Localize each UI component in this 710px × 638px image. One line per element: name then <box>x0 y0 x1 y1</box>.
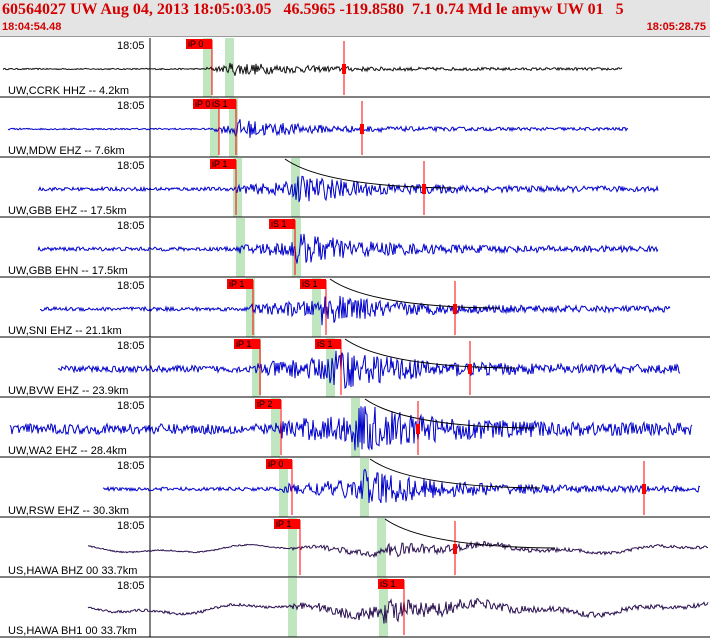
phase-pick-label: iP 2 <box>257 399 272 409</box>
trace-panel[interactable]: 18:05 iP 1 iS 1 UW,BVW EHZ -- 23.9km <box>0 338 710 398</box>
phase-pick-flag[interactable] <box>210 99 236 109</box>
station-label: US,HAWA BH1 00 33.7km <box>8 625 137 637</box>
trace-panel[interactable]: 18:05 iS 1 UW,GBB EHN -- 17.5km <box>0 218 710 278</box>
waveform-trace <box>7 119 629 139</box>
phase-pick-flag[interactable] <box>210 159 236 169</box>
phase-pick-flag[interactable] <box>378 579 404 589</box>
pick-window-band <box>233 158 242 217</box>
coda-end-marker-head <box>453 304 457 314</box>
time-tick-label: 18:05 <box>117 460 145 472</box>
phase-pick-flag[interactable] <box>274 519 300 529</box>
coda-decay-curve <box>329 278 501 309</box>
window-end-time: 18:05:28.75 <box>646 21 706 33</box>
waveform-trace <box>37 233 659 264</box>
station-label: UW,GBB EHZ -- 17.5km <box>8 205 127 217</box>
station-label: UW,BVW EHZ -- 23.9km <box>8 385 128 397</box>
pick-window-band <box>210 98 219 157</box>
coda-decay-curve <box>284 158 456 189</box>
event-header: 60564027 UW Aug 04, 2013 18:05:03.05 46.… <box>0 0 710 37</box>
pick-window-band <box>360 458 369 517</box>
coda-end-marker-head <box>468 364 472 374</box>
pick-window-band <box>279 458 288 517</box>
coda-decay-curve <box>369 458 541 489</box>
waveform-trace <box>87 540 708 558</box>
waveform-trace <box>2 62 623 76</box>
coda-end-marker-head <box>422 184 426 194</box>
station-label: UW,GBB EHN -- 17.5km <box>8 265 128 277</box>
pick-window-band <box>377 518 386 577</box>
waveform-trace <box>87 597 709 624</box>
coda-end-marker-head <box>342 64 346 74</box>
trace-panel[interactable]: 18:05 iP 0 UW,RSW EHZ -- 30.3km <box>0 458 710 518</box>
time-tick-label: 18:05 <box>117 580 145 592</box>
station-label: UW,CCRK HHZ -- 4.2km <box>8 85 129 97</box>
time-tick-label: 18:05 <box>117 400 145 412</box>
phase-pick-label: iS 1 <box>380 579 396 589</box>
phase-pick-flag[interactable] <box>234 339 260 349</box>
time-tick-label: 18:05 <box>117 40 145 52</box>
station-label: UW,MDW EHZ -- 7.6km <box>8 145 125 157</box>
phase-pick-flag[interactable] <box>300 279 326 289</box>
trace-panel[interactable]: 18:05 iP 0 iS 1 UW,MDW EHZ -- 7.6km <box>0 98 710 158</box>
phase-pick-flag[interactable] <box>269 219 295 229</box>
phase-pick-label: iP 1 <box>229 279 244 289</box>
phase-pick-label: iS 1 <box>302 279 318 289</box>
station-label: US,HAWA BHZ 00 33.7km <box>8 565 137 577</box>
coda-end-marker-head <box>416 424 420 434</box>
waveform-trace <box>39 295 671 326</box>
phase-pick-label: iP 0 <box>195 99 210 109</box>
phase-pick-flag[interactable] <box>193 99 219 109</box>
trace-panel[interactable]: 18:05 iP 1 US,HAWA BHZ 00 33.7km <box>0 518 710 578</box>
time-tick-label: 18:05 <box>117 280 145 292</box>
trace-panel[interactable]: 18:05 iP 1 UW,GBB EHZ -- 17.5km <box>0 158 710 218</box>
trace-panel[interactable]: 18:05 iP 1 iS 1 UW,SNI EHZ -- 21.1km <box>0 278 710 338</box>
phase-pick-label: iS 1 <box>271 219 287 229</box>
time-tick-label: 18:05 <box>117 520 145 532</box>
phase-pick-flag[interactable] <box>186 39 212 49</box>
station-label: UW,WA2 EHZ -- 28.4km <box>8 445 127 457</box>
pick-window-band <box>246 278 255 337</box>
phase-pick-label: iP 1 <box>212 159 227 169</box>
waveform-trace <box>37 175 659 202</box>
phase-pick-flag[interactable] <box>255 399 281 409</box>
time-tick-label: 18:05 <box>117 340 145 352</box>
pick-window-band <box>292 218 301 277</box>
coda-decay-curve <box>364 398 536 429</box>
phase-pick-label: iP 0 <box>188 39 203 49</box>
trace-panel[interactable]: 18:05 iP 0 UW,CCRK HHZ -- 4.2km <box>0 38 710 98</box>
trace-panel[interactable]: 18:05 iS 1 US,HAWA BH1 00 33.7km <box>0 578 710 638</box>
pick-window-band <box>326 338 335 397</box>
coda-decay-curve <box>344 338 516 369</box>
waveform-trace <box>9 406 693 451</box>
event-summary: 60564027 UW Aug 04, 2013 18:05:03.05 46.… <box>2 1 624 18</box>
pick-window-band <box>288 518 297 577</box>
time-tick-label: 18:05 <box>117 100 145 112</box>
phase-pick-label: iP 0 <box>268 459 283 469</box>
coda-end-marker-head <box>642 484 646 494</box>
pick-window-band <box>229 98 238 157</box>
phase-pick-label: iP 1 <box>276 519 291 529</box>
time-tick-label: 18:05 <box>117 220 145 232</box>
coda-end-marker-head <box>360 124 364 134</box>
phase-pick-flag[interactable] <box>266 459 292 469</box>
trace-panel[interactable]: 18:05 iP 2 UW,WA2 EHZ -- 28.4km <box>0 398 710 458</box>
time-tick-label: 18:05 <box>117 160 145 172</box>
station-label: UW,SNI EHZ -- 21.1km <box>8 325 122 337</box>
coda-decay-curve <box>384 518 556 549</box>
phase-pick-label: iS 1 <box>212 99 228 109</box>
phase-pick-label: iP 1 <box>236 339 251 349</box>
pick-window-band <box>252 338 261 397</box>
phase-pick-flag[interactable] <box>227 279 253 289</box>
station-label: UW,RSW EHZ -- 30.3km <box>8 505 129 517</box>
window-start-time: 18:04:54.48 <box>2 21 62 33</box>
pick-window-band <box>379 578 388 637</box>
phase-pick-label: iS 1 <box>317 339 333 349</box>
phase-pick-flag[interactable] <box>315 339 341 349</box>
waveform-trace <box>57 350 681 390</box>
waveform-trace <box>102 468 701 504</box>
coda-end-marker-head <box>453 544 457 554</box>
